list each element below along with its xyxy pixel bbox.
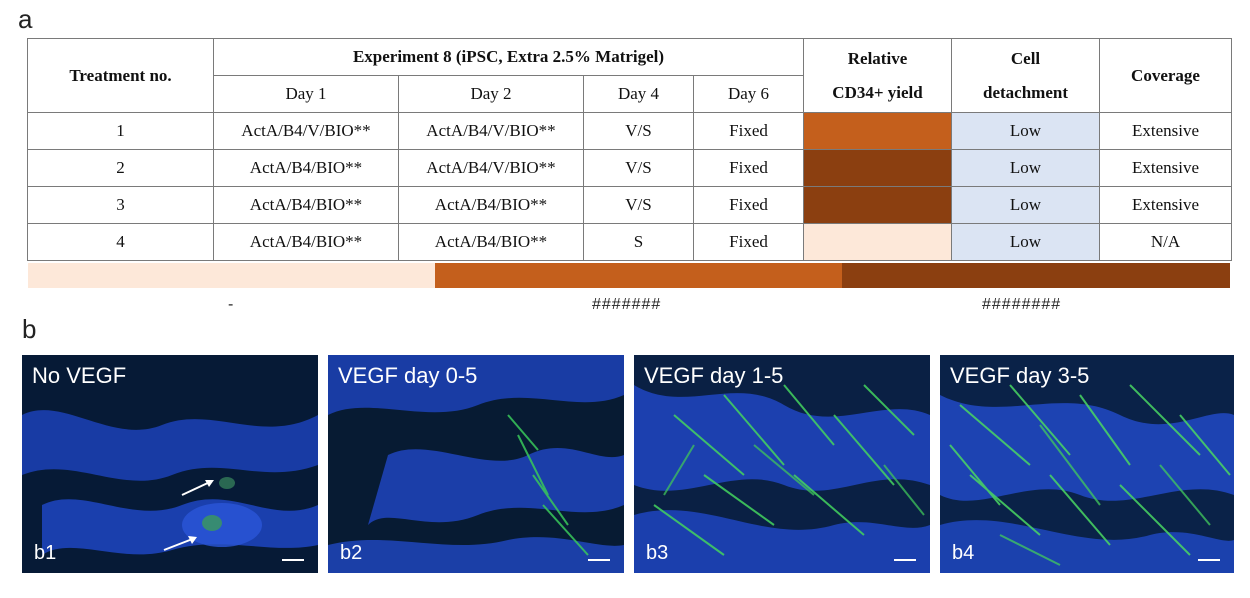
micrograph-b2-label: b2	[340, 542, 363, 564]
coverage-cell: Extensive	[1099, 186, 1233, 224]
detachment-cell: Low	[951, 186, 1101, 224]
yield-swatch	[803, 149, 953, 187]
micrograph-b3-label: b3	[646, 542, 669, 564]
header-relative-yield-line2: CD34+ yield	[832, 82, 923, 102]
coverage-cell: N/A	[1099, 223, 1233, 261]
day-4-cell: V/S	[583, 149, 694, 187]
detachment-cell: Low	[951, 223, 1101, 261]
coverage-cell: Extensive	[1099, 112, 1233, 150]
day-4-cell: S	[583, 223, 694, 261]
header-day-6: Day 6	[692, 75, 805, 113]
header-treatment-no: Treatment no.	[27, 38, 214, 113]
header-relative-yield: Relative CD34+ yield	[803, 38, 953, 113]
treatment-no: 2	[27, 149, 214, 187]
legend-label-high: ########	[982, 296, 1062, 313]
panel-b-label: b	[22, 314, 37, 344]
day-6-cell: Fixed	[692, 186, 805, 224]
day-4-cell: V/S	[583, 186, 694, 224]
scale-bar	[1198, 559, 1220, 561]
header-cell-detachment-line1: Cell	[1010, 48, 1041, 68]
micrograph-b1-image	[22, 355, 318, 573]
header-relative-yield-line1: Relative	[847, 48, 908, 68]
header-day-1: Day 1	[213, 75, 399, 113]
day-4-cell: V/S	[583, 112, 694, 150]
micrograph-b4: VEGF day 3-5 b4	[940, 355, 1234, 573]
yield-swatch	[803, 112, 953, 150]
day-2-cell: ActA/B4/BIO**	[398, 223, 584, 261]
table-row: 4 ActA/B4/BIO** ActA/B4/BIO** S Fixed Lo…	[27, 223, 1233, 261]
micrograph-b3: VEGF day 1-5 b3	[634, 355, 930, 573]
treatment-no: 1	[27, 112, 214, 150]
coverage-cell: Extensive	[1099, 149, 1233, 187]
yield-swatch	[803, 223, 953, 261]
micrograph-b2-title: VEGF day 0-5	[338, 363, 478, 388]
treatment-no: 3	[27, 186, 214, 224]
micrograph-b2: VEGF day 0-5 b2	[328, 355, 624, 573]
micrograph-b1-title: No VEGF	[32, 363, 127, 388]
day-1-cell: ActA/B4/BIO**	[213, 223, 399, 261]
micrograph-b3-title: VEGF day 1-5	[644, 363, 784, 388]
legend-swatch-high	[842, 263, 1230, 288]
experiment-table: Treatment no. Experiment 8 (iPSC, Extra …	[27, 38, 1233, 261]
micrograph-b4-title: VEGF day 3-5	[950, 363, 1090, 388]
treatment-no: 4	[27, 223, 214, 261]
micrograph-b1-label: b1	[34, 542, 57, 564]
day-2-cell: ActA/B4/V/BIO**	[398, 149, 584, 187]
table-row: 2 ActA/B4/BIO** ActA/B4/V/BIO** V/S Fixe…	[27, 149, 1233, 187]
day-2-cell: ActA/B4/BIO**	[398, 186, 584, 224]
header-day-2: Day 2	[398, 75, 584, 113]
day-2-cell: ActA/B4/V/BIO**	[398, 112, 584, 150]
micrograph-b4-image	[940, 355, 1234, 573]
day-6-cell: Fixed	[692, 223, 805, 261]
panel-a-label: a	[18, 4, 33, 34]
header-experiment: Experiment 8 (iPSC, Extra 2.5% Matrigel)	[212, 38, 805, 76]
header-coverage: Coverage	[1099, 38, 1233, 113]
day-1-cell: ActA/B4/V/BIO**	[213, 112, 399, 150]
header-day-4: Day 4	[583, 75, 694, 113]
header-cell-detachment: Cell detachment	[951, 38, 1101, 113]
header-cell-detachment-line2: detachment	[983, 82, 1068, 102]
legend-swatch-medium	[435, 263, 842, 288]
scale-bar	[588, 559, 610, 561]
yield-swatch	[803, 186, 953, 224]
detachment-cell: Low	[951, 112, 1101, 150]
scale-bar	[894, 559, 916, 561]
table-row: 1 ActA/B4/V/BIO** ActA/B4/V/BIO** V/S Fi…	[27, 112, 1233, 150]
day-6-cell: Fixed	[692, 149, 805, 187]
day-6-cell: Fixed	[692, 112, 805, 150]
legend-label-medium: #######	[592, 296, 662, 313]
detachment-cell: Low	[951, 149, 1101, 187]
micrograph-b2-image	[328, 355, 624, 573]
micrograph-b3-image	[634, 355, 930, 573]
scale-bar	[282, 559, 304, 561]
day-1-cell: ActA/B4/BIO**	[213, 186, 399, 224]
table-row: 3 ActA/B4/BIO** ActA/B4/BIO** V/S Fixed …	[27, 186, 1233, 224]
micrograph-b4-label: b4	[952, 542, 975, 564]
legend-label-none: -	[228, 296, 235, 313]
micrograph-b1: No VEGF b1	[22, 355, 318, 573]
legend-swatch-none	[28, 263, 435, 288]
day-1-cell: ActA/B4/BIO**	[213, 149, 399, 187]
